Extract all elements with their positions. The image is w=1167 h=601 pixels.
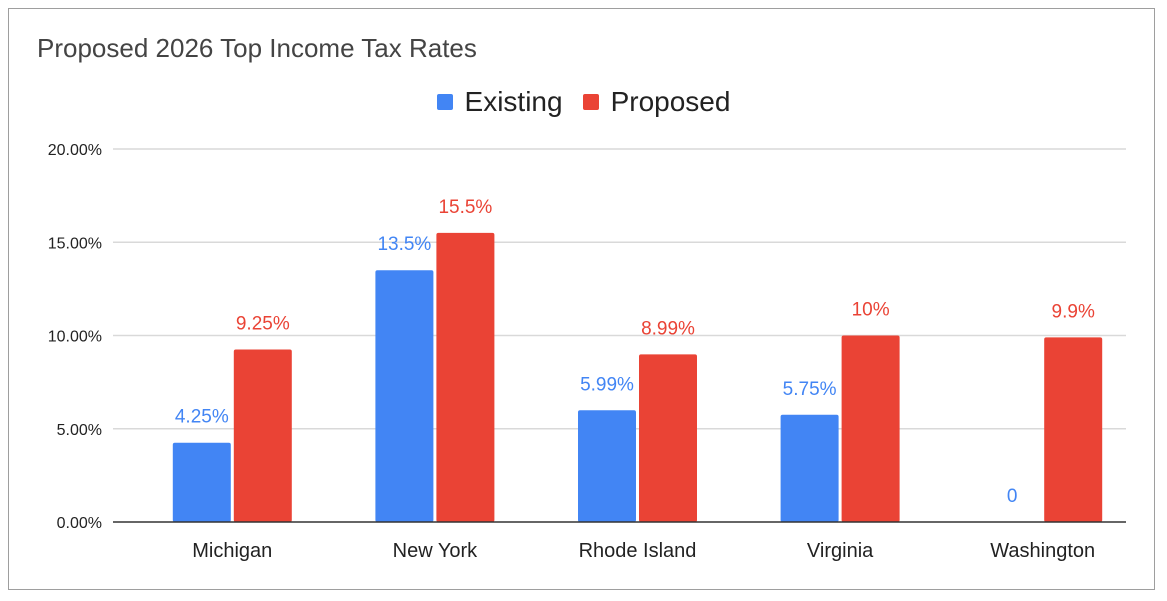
data-label-proposed: 8.99% <box>641 318 695 339</box>
data-label-existing: 4.25% <box>175 407 229 428</box>
bar-existing <box>578 410 636 522</box>
x-tick-label: New York <box>393 540 478 562</box>
bar-existing <box>375 270 434 522</box>
x-tick-label: Washington <box>990 540 1095 562</box>
y-tick-label: 15.00% <box>48 235 102 252</box>
data-label-proposed: 9.9% <box>1052 301 1095 322</box>
y-tick-label: 0.00% <box>57 515 102 532</box>
y-tick-label: 10.00% <box>48 329 102 346</box>
chart-title: Proposed 2026 Top Income Tax Rates <box>37 33 477 63</box>
legend-item-proposed[interactable]: Proposed <box>582 86 731 118</box>
data-label-existing: 0 <box>1007 486 1018 507</box>
x-tick-label: Virginia <box>807 540 874 562</box>
legend: Existing Proposed <box>0 86 1167 118</box>
data-label-proposed: 9.25% <box>236 313 290 334</box>
bar-proposed <box>1044 337 1103 522</box>
data-label-existing: 13.5% <box>377 234 431 255</box>
x-tick-label: Rhode Island <box>579 540 697 562</box>
y-tick-label: 5.00% <box>57 422 102 439</box>
data-label-proposed: 15.5% <box>438 197 492 218</box>
legend-label-proposed: Proposed <box>610 86 731 117</box>
bar-proposed <box>639 354 697 522</box>
legend-item-existing[interactable]: Existing <box>436 86 563 118</box>
data-label-existing: 5.75% <box>783 379 837 400</box>
data-label-existing: 5.99% <box>580 374 634 395</box>
legend-swatch-existing <box>436 94 453 110</box>
bar-proposed <box>436 232 495 523</box>
bar-existing <box>172 442 231 522</box>
y-tick-label: 20.00% <box>48 142 102 159</box>
bar-proposed <box>233 349 292 522</box>
legend-label-existing: Existing <box>464 86 563 117</box>
data-label-proposed: 10% <box>852 300 890 321</box>
legend-swatch-proposed <box>582 94 599 110</box>
bar-proposed <box>841 335 900 522</box>
bar-existing <box>780 414 839 522</box>
x-tick-label: Michigan <box>192 540 272 562</box>
